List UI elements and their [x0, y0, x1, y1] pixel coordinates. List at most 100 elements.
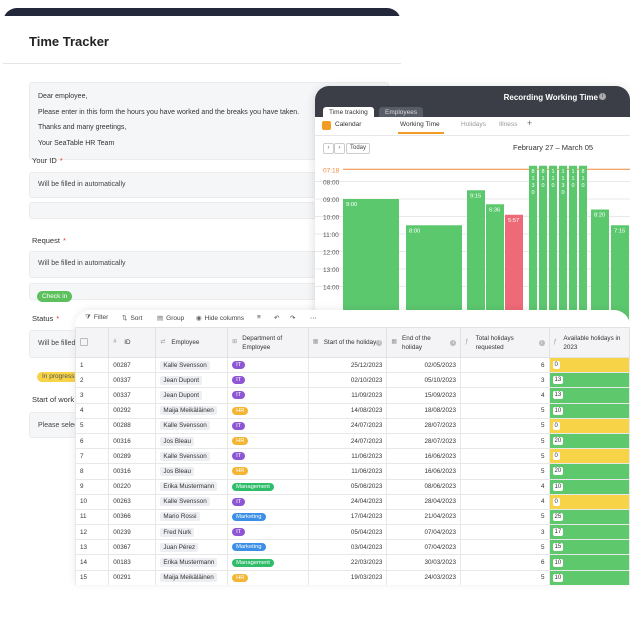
employee-chip[interactable]: Jos Bleau	[160, 466, 194, 476]
cell-department[interactable]: Management	[227, 478, 309, 495]
calendar-event[interactable]	[529, 165, 537, 331]
cell-start[interactable]: 11/06/2023	[307, 448, 388, 465]
cell-total[interactable]: 6	[460, 356, 550, 374]
employee-chip[interactable]: Jos Bleau	[160, 436, 194, 446]
cell-id[interactable]: 00220	[108, 478, 157, 495]
cell-end[interactable]: 16/06/2023	[386, 448, 462, 465]
cell-department[interactable]: HR	[227, 463, 309, 480]
calendar-event[interactable]	[505, 214, 523, 331]
cell-available[interactable]: 10	[548, 402, 630, 419]
cell-employee[interactable]: Jos Bleau	[155, 432, 229, 450]
cell-available[interactable]: 13	[548, 387, 630, 404]
cell-start[interactable]: 11/06/2023	[307, 463, 388, 480]
view-holidays[interactable]: Holidays	[461, 121, 486, 128]
cell-available[interactable]: 25	[548, 508, 630, 526]
cell-available[interactable]: 20	[548, 463, 630, 480]
cell-end[interactable]: 07/04/2023	[386, 539, 462, 556]
table-row[interactable]: 10 00263 Kalle Svensson IT 24/04/2023 28/04/2…	[75, 493, 630, 510]
cell-start[interactable]: 03/04/2023	[307, 539, 388, 556]
calendar-event[interactable]	[611, 225, 629, 331]
table-row[interactable]: 11 00366 Mario Rossi Marketing 17/04/2023 21/…	[75, 508, 630, 526]
undo-icon[interactable]: ↶	[274, 315, 280, 322]
cell-available[interactable]: 10	[548, 554, 630, 571]
table-row[interactable]: 14 00183 Erika Mustermann Management 22/03/2…	[75, 554, 630, 571]
sort-button[interactable]: ⇅ Sort	[122, 315, 143, 322]
table-row[interactable]: 9 00220 Erika Mustermann Management 05/06/20…	[75, 478, 630, 495]
calendar-event[interactable]	[591, 209, 609, 332]
cell-end[interactable]: 28/04/2023	[386, 493, 462, 510]
column-header-employee[interactable]: ⇄ Employee	[155, 327, 229, 358]
select-all-checkbox[interactable]	[80, 338, 88, 347]
cell-start[interactable]: 11/09/2023	[307, 387, 388, 404]
cell-department[interactable]: Marketing	[227, 508, 309, 526]
cell-id[interactable]: 00291	[108, 569, 157, 585]
column-header-total[interactable]: ƒ Total holidays requested i	[460, 327, 550, 358]
cell-id[interactable]: 00287	[108, 356, 157, 374]
column-header-id[interactable]: # ID	[108, 327, 157, 358]
column-header-start[interactable]: ▦ Start of the holiday i	[307, 327, 388, 358]
cell-total[interactable]: 4	[460, 493, 550, 510]
calendar-event[interactable]	[539, 165, 547, 331]
cell-id[interactable]: 00316	[108, 463, 157, 480]
prev-week-button[interactable]: ‹	[323, 143, 334, 154]
cell-end[interactable]: 16/06/2023	[386, 463, 462, 480]
today-button[interactable]: Today	[346, 143, 371, 154]
cell-employee[interactable]: Maija Meikäläinen	[155, 402, 229, 419]
check-in-button[interactable]: Check in	[37, 291, 73, 302]
cell-available[interactable]: 10	[548, 569, 630, 585]
tab-employees[interactable]: Employees	[379, 107, 424, 117]
view-illness[interactable]: Illness	[499, 121, 518, 128]
employee-chip[interactable]: Jean Dupont	[160, 375, 203, 385]
more-options-icon[interactable]: ⋯	[310, 315, 317, 322]
cell-id[interactable]: 00337	[108, 387, 157, 404]
cell-total[interactable]: 3	[460, 372, 550, 389]
cell-id[interactable]: 00289	[108, 448, 157, 465]
cell-start[interactable]: 14/08/2023	[307, 402, 388, 419]
cell-id[interactable]: 00316	[108, 432, 157, 450]
cell-total[interactable]: 5	[460, 432, 550, 450]
employee-chip[interactable]: Kalle Svensson	[160, 360, 210, 370]
employee-chip[interactable]: Fred Nurk	[160, 527, 195, 537]
cell-available[interactable]: 0	[548, 356, 630, 374]
cell-department[interactable]: Management	[227, 554, 309, 571]
cell-start[interactable]: 05/04/2023	[307, 524, 388, 541]
employee-chip[interactable]: Juan Pérez	[160, 542, 199, 552]
calendar-event[interactable]	[486, 204, 504, 331]
employee-chip[interactable]: Jean Dupont	[160, 390, 203, 400]
cell-available[interactable]: 20	[548, 432, 630, 450]
cell-start[interactable]: 02/10/2023	[307, 372, 388, 389]
status-option-pill[interactable]: In progress	[37, 372, 80, 382]
cell-total[interactable]: 6	[460, 554, 550, 571]
group-button[interactable]: ▤ Group	[157, 315, 185, 322]
cell-id[interactable]: 00239	[108, 524, 157, 541]
table-row[interactable]: 13 00367 Juan Pérez Marketing 03/04/2023 07/0…	[75, 539, 630, 556]
table-row[interactable]: 12 00239 Fred Nurk IT 05/04/2023 07/04/2023 3 1…	[75, 524, 630, 541]
cell-employee[interactable]: Fred Nurk	[155, 524, 229, 541]
cell-id[interactable]: 00367	[108, 539, 157, 556]
cell-start[interactable]: 22/03/2023	[307, 554, 388, 571]
add-view-button[interactable]: +	[527, 118, 533, 128]
calendar-event[interactable]	[467, 190, 485, 331]
view-working-time[interactable]: Working Time	[400, 121, 440, 128]
cell-department[interactable]: HR	[227, 569, 309, 585]
cell-available[interactable]: 0	[548, 448, 630, 465]
employee-chip[interactable]: Erika Mustermann	[160, 482, 218, 492]
employee-chip[interactable]: Mario Rossi	[160, 512, 200, 522]
cell-total[interactable]: 5	[460, 463, 550, 480]
cell-available[interactable]: 10	[548, 478, 630, 495]
cell-department[interactable]: IT	[227, 387, 309, 404]
cell-employee[interactable]: Kalle Svensson	[155, 448, 229, 465]
calendar-event[interactable]	[549, 165, 557, 331]
cell-department[interactable]: IT	[227, 524, 309, 541]
cell-id[interactable]: 00366	[108, 508, 157, 526]
cell-start[interactable]: 24/07/2023	[307, 417, 388, 434]
cell-employee[interactable]: Mario Rossi	[155, 508, 229, 526]
employee-chip[interactable]: Kalle Svensson	[160, 421, 210, 431]
employee-chip[interactable]: Erika Mustermann	[160, 558, 218, 568]
cell-employee[interactable]: Jean Dupont	[155, 387, 229, 404]
employee-chip[interactable]: Maija Meikäläinen	[160, 573, 217, 583]
cell-start[interactable]: 17/04/2023	[307, 508, 388, 526]
cell-employee[interactable]: Jean Dupont	[155, 372, 229, 389]
table-row[interactable]: 5 00288 Kalle Svensson IT 24/07/2023 28/07/20…	[75, 417, 630, 434]
cell-department[interactable]: HR	[227, 402, 309, 419]
